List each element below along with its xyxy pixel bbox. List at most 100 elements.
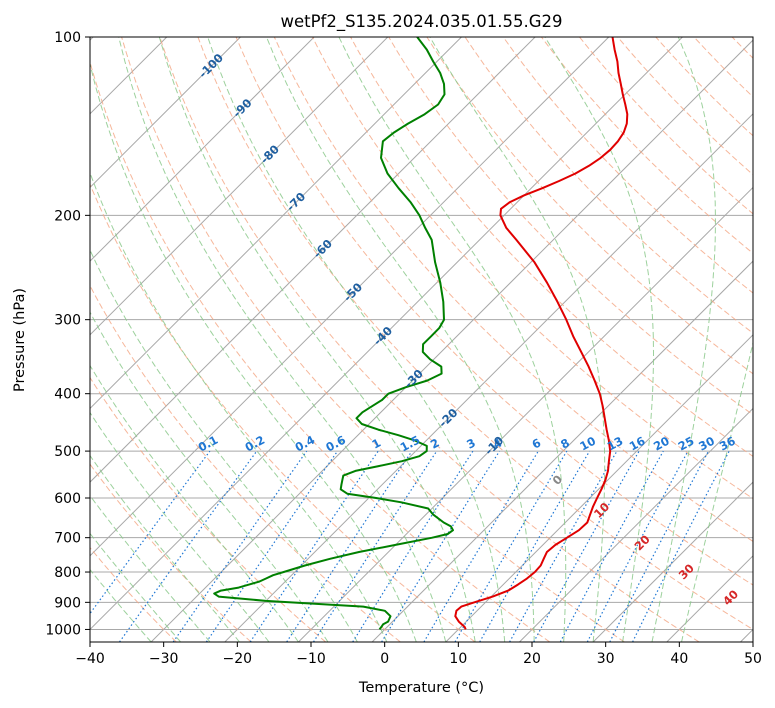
mixing-ratio-line <box>423 450 539 642</box>
dry-adiabat <box>617 37 753 176</box>
mixing-ratio-label: 6 <box>530 436 544 452</box>
axes: −40 −30 −20 −10 0 10 20 30 40 5010009008007006005… <box>45 30 762 667</box>
dry-adiabat <box>90 376 327 642</box>
mixing-ratio-line <box>479 450 591 642</box>
isotherm-line <box>90 37 315 262</box>
isotherm-line <box>371 260 753 642</box>
x-tick-label: 50 <box>744 651 762 667</box>
moist-adiabat <box>90 171 388 642</box>
moist-adiabat <box>681 340 753 642</box>
chart-title: wetPf2_S135.2024.035.01.55.G29 <box>280 12 562 32</box>
moist-adiabat <box>90 454 240 642</box>
dry-adiabat <box>464 37 753 334</box>
isotherm-line <box>519 407 753 642</box>
x-tick-label: 40 <box>670 651 688 667</box>
mixing-ratio-label: 8 <box>558 436 572 452</box>
isotherm-line <box>445 334 753 642</box>
moist-adiabat <box>651 37 716 642</box>
x-tick-label: 10 <box>449 651 467 667</box>
profiles <box>213 37 629 631</box>
moist-adiabat <box>158 37 476 642</box>
dry-adiabat <box>502 37 753 294</box>
plot-frame <box>89 36 754 643</box>
y-tick-label: 300 <box>54 313 81 329</box>
y-tick-label: 200 <box>54 208 81 224</box>
mixing-ratio-line <box>119 450 258 642</box>
isotherm-line <box>90 37 683 631</box>
moist-adiabat <box>90 532 181 642</box>
isotherm-line <box>224 113 753 642</box>
mixing-ratio-line <box>559 450 664 642</box>
y-tick-label: 700 <box>54 531 81 547</box>
isotherm-line <box>90 37 536 483</box>
mixing-ratio-label: 3 <box>464 436 478 452</box>
moist-adiabat <box>90 248 358 642</box>
dry-adiabat <box>273 37 753 542</box>
y-tick-label: 400 <box>54 387 81 403</box>
y-tick-label: 900 <box>54 595 81 611</box>
moist-adiabat <box>90 311 329 642</box>
mixing-ratio-line <box>90 450 211 615</box>
mixing-ratio-label: 13 <box>605 434 626 454</box>
mixing-ratio-line <box>312 450 438 642</box>
mixing-ratio-line <box>205 450 338 642</box>
mixing-ratio-lines <box>90 450 730 642</box>
moist-adiabat <box>544 37 654 642</box>
mixing-ratio-line <box>533 450 640 642</box>
isotherm-line <box>740 628 753 642</box>
moist-adiabat <box>266 37 535 642</box>
mixing-ratio-line <box>249 450 379 642</box>
x-axis-label: Temperature (°C) <box>358 680 484 696</box>
moist-adiabat <box>118 37 447 642</box>
moist-adiabat <box>90 62 417 642</box>
dry-adiabat <box>388 37 753 416</box>
dry-adiabat <box>197 37 753 631</box>
y-tick-label: 1000 <box>45 622 81 638</box>
dry-adiabat <box>541 37 753 254</box>
mixing-ratio-label: 2 <box>428 436 442 452</box>
mixing-ratio-label: 36 <box>717 434 738 454</box>
dry-adiabat <box>90 463 252 642</box>
moist-adiabat <box>90 568 152 642</box>
dry-adiabat <box>655 37 753 137</box>
dry-adiabat <box>693 37 753 98</box>
mixing-ratio-label: 16 <box>627 434 648 454</box>
x-tick-label: −30 <box>149 651 179 667</box>
dry-adiabat <box>770 37 775 642</box>
adiabat-label: 40 <box>720 587 741 608</box>
isotherm-line <box>666 555 753 642</box>
mixing-ratio-line <box>352 450 474 642</box>
mixing-ratio-line <box>381 450 501 642</box>
temperature-profile <box>454 37 629 630</box>
adiabat-label: 0 <box>550 472 566 488</box>
mixing-ratio-line <box>509 450 618 642</box>
isotherm-line <box>150 39 753 642</box>
isotherm-line <box>90 37 610 557</box>
mixing-ratio-label: 20 <box>651 434 672 454</box>
mixing-ratio-label: 25 <box>676 434 697 454</box>
mixing-ratio-label: 30 <box>696 434 717 454</box>
x-tick-label: 20 <box>523 651 541 667</box>
dry-adiabat <box>426 37 753 375</box>
isotherm-line <box>592 481 753 642</box>
moist-adiabat <box>429 37 606 642</box>
moist-adiabat <box>338 37 567 642</box>
dewpoint-profile <box>213 37 454 631</box>
moist-adiabat <box>90 364 299 642</box>
y-tick-label: 500 <box>54 444 81 460</box>
mixing-ratio-label: 10 <box>577 434 598 454</box>
dry-adiabat <box>235 37 753 586</box>
isotherm-line <box>90 37 462 410</box>
dry-adiabat <box>311 37 753 500</box>
x-tick-label: −40 <box>75 651 105 667</box>
y-tick-label: 100 <box>54 30 81 46</box>
isotherm-line <box>90 37 389 336</box>
y-axis-label: Pressure (hPa) <box>12 288 28 392</box>
x-tick-label: −10 <box>296 651 326 667</box>
dry-adiabat <box>90 284 401 642</box>
x-tick-label: 30 <box>597 651 615 667</box>
adiabat-label: 30 <box>676 561 697 582</box>
mixing-ratio-line <box>172 450 308 642</box>
